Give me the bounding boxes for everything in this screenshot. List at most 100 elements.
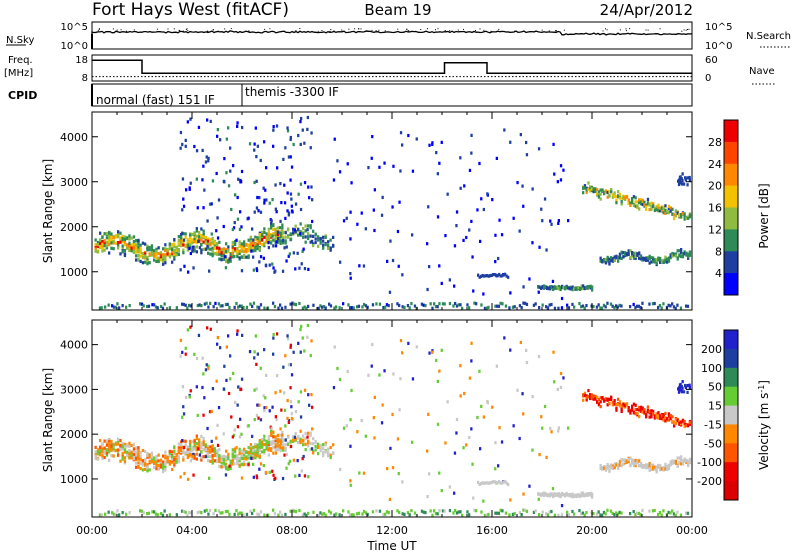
power-point <box>310 239 314 243</box>
power-point <box>537 290 540 294</box>
velocity-point <box>259 462 263 466</box>
velocity-point <box>455 511 459 515</box>
velocity-point <box>606 463 609 467</box>
power-colorbar-tick: 4 <box>715 267 722 280</box>
velocity-point <box>193 456 196 460</box>
velocity-point <box>310 447 314 451</box>
velocity-point <box>240 452 243 456</box>
velocity-point <box>650 463 653 467</box>
velocity-point <box>195 457 198 461</box>
power-point <box>484 274 487 278</box>
power-point <box>680 251 683 255</box>
velocity-point <box>277 513 280 517</box>
power-point <box>189 304 192 308</box>
power-point <box>153 249 156 253</box>
power-point <box>604 305 607 309</box>
power-point <box>191 238 194 242</box>
velocity-point <box>258 442 261 446</box>
velocity-point <box>277 447 280 452</box>
power-point <box>571 302 574 306</box>
power-point <box>180 241 183 245</box>
power-point <box>427 205 430 209</box>
power-point <box>660 206 664 210</box>
velocity-point <box>128 444 131 448</box>
power-point <box>548 303 551 307</box>
velocity-point <box>121 451 124 455</box>
power-point <box>249 245 252 249</box>
power-point <box>632 256 636 260</box>
velocity-point <box>215 379 218 383</box>
power-point <box>384 305 387 309</box>
velocity-point <box>168 451 171 455</box>
power-point <box>197 239 200 243</box>
power-point <box>307 267 310 271</box>
velocity-point <box>130 453 133 457</box>
power-point <box>254 238 257 242</box>
velocity-point <box>674 417 678 421</box>
power-point <box>146 262 149 266</box>
velocity-point <box>268 470 271 474</box>
velocity-point <box>265 439 268 443</box>
power-point <box>360 211 363 215</box>
power-point <box>618 252 622 256</box>
velocity-point <box>290 416 294 421</box>
power-point <box>620 256 623 260</box>
power-point <box>497 304 501 308</box>
velocity-point <box>164 465 167 469</box>
power-point <box>171 243 174 247</box>
velocity-point <box>258 454 261 458</box>
power-point <box>222 257 225 261</box>
power-point <box>556 285 559 289</box>
power-point <box>110 246 113 250</box>
power-point <box>146 304 149 309</box>
power-point <box>470 219 473 223</box>
power-point <box>157 252 160 256</box>
power-point <box>636 204 639 208</box>
velocity-point <box>669 511 672 515</box>
velocity-point <box>265 373 268 377</box>
nsky-point <box>548 30 550 32</box>
velocity-point <box>189 511 192 515</box>
velocity-point <box>216 453 219 457</box>
velocity-point <box>119 439 122 443</box>
power-point <box>490 273 493 277</box>
power-point <box>164 261 167 265</box>
velocity-point <box>551 487 555 491</box>
power-point <box>620 250 623 254</box>
velocity-point <box>350 388 353 393</box>
power-point <box>505 274 508 278</box>
power-point <box>448 301 452 306</box>
velocity-point <box>671 415 674 419</box>
velocity-point <box>193 447 196 451</box>
power-point <box>599 259 602 263</box>
power-point <box>646 197 650 201</box>
power-point <box>276 233 279 237</box>
velocity-point <box>324 450 327 454</box>
power-point <box>620 202 623 206</box>
velocity-point <box>193 352 196 356</box>
velocity-point <box>634 458 637 463</box>
power-point <box>163 302 166 306</box>
velocity-point <box>114 448 118 452</box>
velocity-point <box>671 419 674 424</box>
power-point <box>680 214 683 218</box>
velocity-point <box>638 405 641 410</box>
power-point <box>397 264 400 268</box>
power-point <box>290 197 293 201</box>
velocity-point <box>188 510 191 514</box>
power-point <box>317 306 320 310</box>
power-point <box>268 263 271 267</box>
velocity-point <box>310 339 313 343</box>
power-point <box>440 281 443 285</box>
power-point <box>610 256 613 260</box>
velocity-point <box>282 446 285 450</box>
nsearch-label: N.Search <box>746 31 791 42</box>
velocity-point <box>676 456 679 460</box>
cpid-panel: CPID normal (fast) 151 IF themis -3300 I… <box>8 83 693 107</box>
velocity-point <box>511 512 515 516</box>
velocity-point <box>261 445 264 449</box>
velocity-point <box>622 462 625 466</box>
velocity-point <box>683 457 686 461</box>
power-point <box>349 306 352 310</box>
